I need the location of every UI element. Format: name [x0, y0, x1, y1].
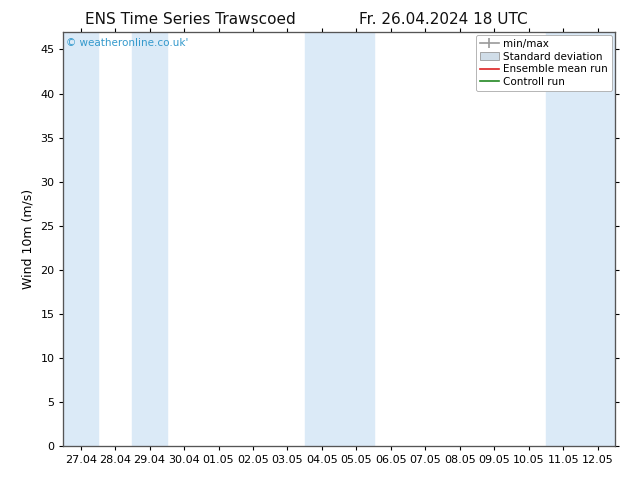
Legend: min/max, Standard deviation, Ensemble mean run, Controll run: min/max, Standard deviation, Ensemble me…	[476, 35, 612, 91]
Text: ENS Time Series Trawscoed: ENS Time Series Trawscoed	[85, 12, 295, 27]
Text: © weatheronline.co.uk': © weatheronline.co.uk'	[66, 38, 188, 48]
Text: Fr. 26.04.2024 18 UTC: Fr. 26.04.2024 18 UTC	[359, 12, 528, 27]
Bar	[305, 32, 373, 446]
Bar	[63, 32, 98, 446]
Bar	[546, 32, 615, 446]
Bar	[133, 32, 167, 446]
Y-axis label: Wind 10m (m/s): Wind 10m (m/s)	[22, 189, 35, 289]
